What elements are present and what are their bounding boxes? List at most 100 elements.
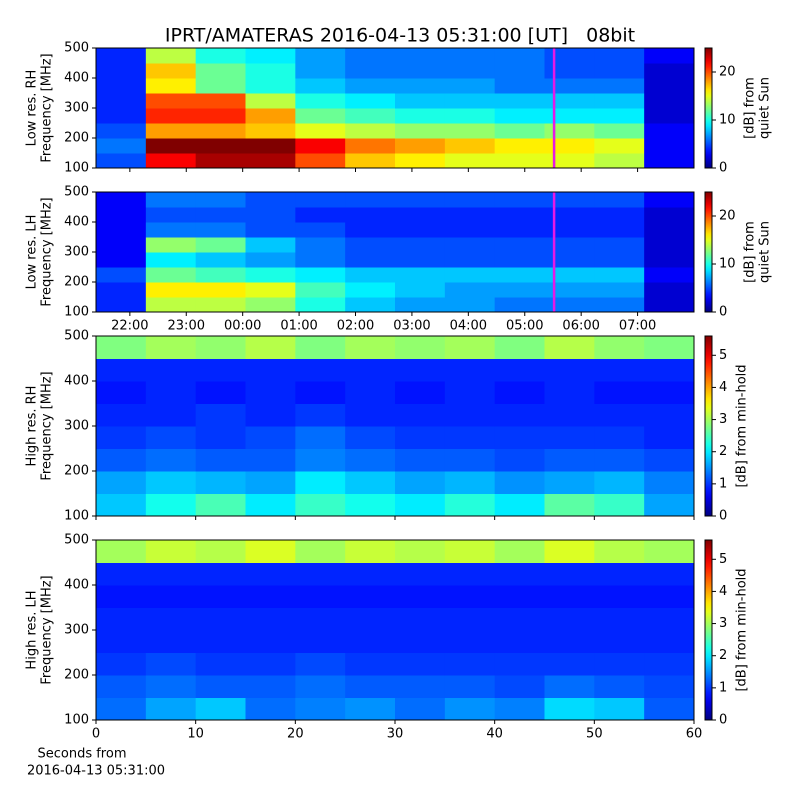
heatmap-cell bbox=[494, 123, 545, 139]
heatmap-cell bbox=[245, 607, 296, 631]
heatmap-cell bbox=[444, 267, 496, 283]
heatmap-cell bbox=[245, 123, 296, 139]
heatmap-cell bbox=[444, 63, 496, 79]
heatmap-cell bbox=[395, 78, 446, 94]
heatmap-cell bbox=[494, 471, 545, 494]
heatmap-cell bbox=[594, 358, 645, 382]
heatmap-cell bbox=[444, 138, 496, 154]
heatmap-cell bbox=[96, 493, 147, 517]
heatmap-cell bbox=[544, 336, 595, 359]
heatmap-cell bbox=[295, 381, 346, 404]
heatmap-cell bbox=[644, 297, 695, 313]
heatmap-cell bbox=[295, 192, 346, 208]
heatmap-cell bbox=[295, 697, 346, 721]
heatmap-cell bbox=[345, 48, 396, 64]
heatmap-cell bbox=[96, 540, 147, 563]
heatmap-cell bbox=[444, 207, 496, 223]
heatmap-cell bbox=[245, 138, 296, 154]
heatmap-cell bbox=[544, 63, 595, 79]
heatmap-cell bbox=[96, 252, 147, 268]
heatmap-cell bbox=[644, 63, 695, 79]
heatmap-cell bbox=[245, 207, 296, 223]
colorbar-tick-label: 10 bbox=[719, 113, 736, 128]
heatmap-cell bbox=[395, 63, 446, 79]
heatmap-cell bbox=[195, 153, 246, 169]
heatmap-cell bbox=[245, 282, 296, 298]
heatmap-cell bbox=[444, 222, 496, 238]
heatmap-cell bbox=[594, 381, 645, 404]
x-tick-label: 02:00 bbox=[337, 319, 374, 334]
heatmap-cell bbox=[644, 192, 695, 208]
heatmap-cell bbox=[245, 93, 296, 109]
heatmap-cell bbox=[544, 192, 595, 208]
heatmap-cell bbox=[494, 426, 545, 449]
heatmap-cell bbox=[295, 48, 346, 64]
heatmap-cell bbox=[245, 297, 296, 313]
heatmap-cell bbox=[345, 192, 396, 208]
heatmap-cell bbox=[195, 48, 246, 64]
heatmap-cell bbox=[295, 403, 346, 427]
heatmap-cell bbox=[195, 282, 246, 298]
heatmap-cell bbox=[544, 237, 595, 253]
heatmap-cell bbox=[644, 48, 695, 64]
colorbar-tick-label: 4 bbox=[719, 584, 727, 599]
heatmap-cell bbox=[544, 493, 595, 517]
x-tick-label: 00:00 bbox=[224, 319, 261, 334]
heatmap-cell bbox=[444, 630, 496, 653]
heatmap-cell bbox=[644, 93, 695, 109]
heatmap-cell bbox=[195, 237, 246, 253]
colorbar-tick-label: 2 bbox=[719, 648, 727, 663]
heatmap-cell bbox=[245, 426, 296, 449]
x-tick-label: 10 bbox=[187, 727, 204, 742]
heatmap-cell bbox=[295, 336, 346, 359]
colorbar-tick-label: 1 bbox=[719, 476, 727, 491]
heatmap-cell bbox=[395, 336, 446, 359]
heatmap-cell bbox=[145, 93, 197, 109]
heatmap-cell bbox=[544, 108, 595, 124]
heatmap-cell bbox=[345, 403, 396, 427]
heatmap-cell bbox=[145, 697, 197, 721]
heatmap-cell bbox=[395, 471, 446, 494]
heatmap-cell bbox=[195, 630, 246, 653]
heatmap-cell bbox=[295, 63, 346, 79]
heatmap-cell bbox=[444, 562, 496, 586]
heatmap-cell bbox=[395, 585, 446, 608]
heatmap-cell bbox=[345, 540, 396, 563]
heatmap-cell bbox=[444, 607, 496, 631]
heatmap-cell bbox=[395, 607, 446, 631]
heatmap-cell bbox=[295, 358, 346, 382]
heatmap-cell bbox=[594, 252, 645, 268]
heatmap-cell bbox=[245, 630, 296, 653]
heatmap-cell bbox=[145, 282, 197, 298]
heatmap-cell bbox=[494, 540, 545, 563]
heatmap-cell bbox=[444, 471, 496, 494]
heatmap-cell bbox=[145, 252, 197, 268]
colorbar-tick-label: 0 bbox=[719, 161, 727, 176]
heatmap-cell bbox=[544, 222, 595, 238]
heatmap-cell bbox=[195, 471, 246, 494]
heatmap-cell bbox=[195, 123, 246, 139]
heatmap-cell bbox=[96, 63, 147, 79]
x-axis-label: Seconds from bbox=[37, 747, 126, 762]
y-tick-label: 100 bbox=[64, 713, 89, 728]
heatmap-cell bbox=[345, 381, 396, 404]
heatmap-cell bbox=[195, 585, 246, 608]
y-tick-label: 500 bbox=[64, 185, 89, 200]
heatmap-cell bbox=[544, 207, 595, 223]
y-tick-label: 200 bbox=[64, 464, 89, 479]
heatmap-cell bbox=[444, 403, 496, 427]
heatmap-cell bbox=[345, 493, 396, 517]
heatmap-cell bbox=[145, 448, 197, 472]
heatmap-cell bbox=[644, 78, 695, 94]
heatmap-cell bbox=[444, 426, 496, 449]
heatmap-cell bbox=[345, 607, 396, 631]
heatmap-cell bbox=[644, 697, 695, 721]
heatmap-cell bbox=[195, 358, 246, 382]
heatmap-cell bbox=[145, 48, 197, 64]
heatmap-cell bbox=[594, 403, 645, 427]
heatmap-cell bbox=[494, 358, 545, 382]
heatmap-cell bbox=[295, 252, 346, 268]
heatmap-cell bbox=[145, 652, 197, 676]
heatmap-cell bbox=[295, 153, 346, 169]
heatmap-cell bbox=[494, 267, 545, 283]
